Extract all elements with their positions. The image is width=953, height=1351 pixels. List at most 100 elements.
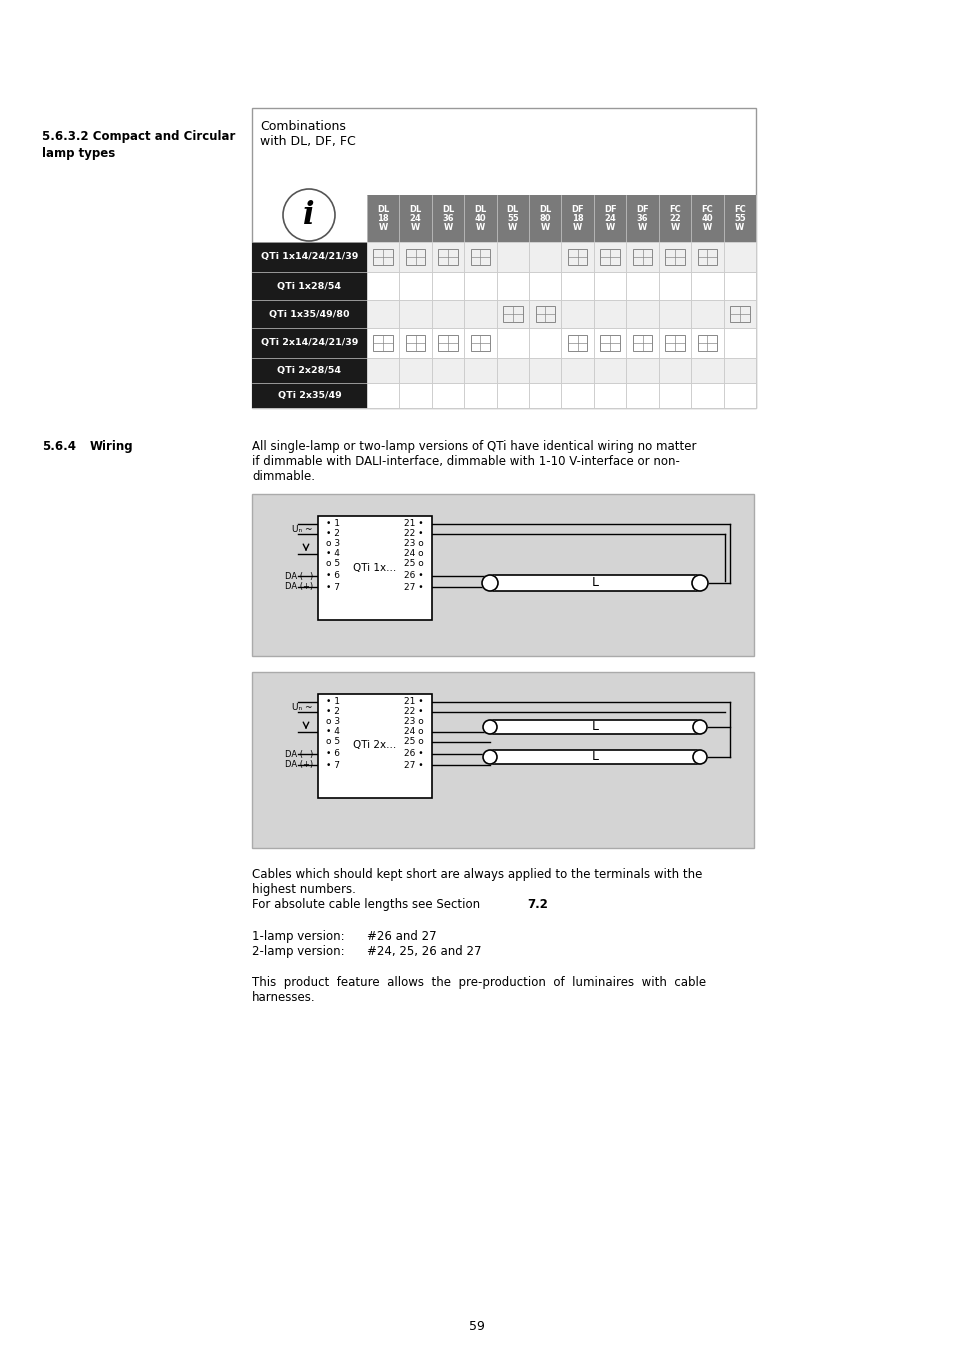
Bar <box>664 249 684 265</box>
Bar <box>659 358 690 382</box>
Text: • 4: • 4 <box>326 727 339 736</box>
Text: 18: 18 <box>571 213 583 223</box>
Text: QTi 2x35/49: QTi 2x35/49 <box>277 390 341 400</box>
Text: For absolute cable lengths see Section: For absolute cable lengths see Section <box>252 898 483 911</box>
Bar <box>567 249 587 265</box>
Text: QTi 2x14/24/21/39: QTi 2x14/24/21/39 <box>260 339 357 347</box>
Circle shape <box>692 750 706 765</box>
Bar <box>252 671 753 848</box>
Text: 1-lamp version:: 1-lamp version: <box>252 929 344 943</box>
Bar <box>252 494 753 657</box>
Bar <box>690 300 722 328</box>
Bar <box>659 382 690 408</box>
Text: FC: FC <box>700 205 713 213</box>
Bar <box>529 358 561 382</box>
Circle shape <box>692 720 706 734</box>
Bar <box>594 300 626 328</box>
Bar <box>594 328 626 358</box>
Text: W: W <box>476 223 484 232</box>
Bar <box>252 242 367 272</box>
Bar <box>722 242 755 272</box>
Text: 5.6.3.2 Compact and Circular: 5.6.3.2 Compact and Circular <box>42 130 235 143</box>
Circle shape <box>482 750 497 765</box>
Text: Uₙ ~: Uₙ ~ <box>293 524 313 534</box>
Text: 2-lamp version:: 2-lamp version: <box>252 944 344 958</box>
Circle shape <box>283 189 335 240</box>
Text: DL: DL <box>474 205 486 213</box>
Bar <box>561 358 594 382</box>
Text: DA (−): DA (−) <box>284 750 313 758</box>
Text: 24: 24 <box>603 213 616 223</box>
Text: W: W <box>411 223 420 232</box>
Bar <box>470 249 490 265</box>
Text: W: W <box>605 223 614 232</box>
Text: o 5: o 5 <box>326 559 340 569</box>
Bar <box>367 382 399 408</box>
Bar <box>729 307 749 322</box>
Bar <box>697 249 717 265</box>
Text: W: W <box>702 223 711 232</box>
Text: 18: 18 <box>377 213 389 223</box>
Text: DL: DL <box>538 205 551 213</box>
Text: 23 o: 23 o <box>404 539 423 549</box>
Bar <box>490 720 700 734</box>
Text: lamp types: lamp types <box>42 147 115 159</box>
Text: FC: FC <box>668 205 680 213</box>
Bar <box>367 300 399 328</box>
Text: • 6: • 6 <box>326 571 339 581</box>
Text: #24, 25, 26 and 27: #24, 25, 26 and 27 <box>367 944 481 958</box>
Text: Cables which should kept short are always applied to the terminals with the: Cables which should kept short are alway… <box>252 867 701 881</box>
Text: • 2: • 2 <box>326 708 339 716</box>
Bar <box>490 750 700 765</box>
Text: • 2: • 2 <box>326 530 339 539</box>
Text: o 3: o 3 <box>326 717 340 727</box>
Text: 21 •: 21 • <box>404 697 423 707</box>
Bar <box>367 358 399 382</box>
Bar <box>567 335 587 351</box>
Bar <box>599 249 619 265</box>
Bar <box>399 242 432 272</box>
Text: i: i <box>303 200 314 231</box>
Text: • 7: • 7 <box>326 761 339 770</box>
Bar <box>497 242 529 272</box>
Bar <box>464 242 497 272</box>
Bar <box>252 328 367 358</box>
Bar <box>464 358 497 382</box>
Bar <box>437 335 457 351</box>
Bar <box>373 249 393 265</box>
Bar <box>594 272 626 300</box>
Text: DL: DL <box>441 205 454 213</box>
Bar <box>432 358 464 382</box>
Bar <box>632 335 652 351</box>
Bar <box>529 382 561 408</box>
Text: All single-lamp or two-lamp versions of QTi have identical wiring no matter: All single-lamp or two-lamp versions of … <box>252 440 696 453</box>
Bar <box>432 382 464 408</box>
Circle shape <box>691 576 707 590</box>
Text: 36: 36 <box>636 213 648 223</box>
Bar <box>561 382 594 408</box>
Text: 7.2: 7.2 <box>526 898 547 911</box>
Text: o 3: o 3 <box>326 539 340 549</box>
Bar <box>252 382 367 408</box>
Bar <box>626 300 659 328</box>
Bar <box>464 328 497 358</box>
Text: 55: 55 <box>733 213 745 223</box>
Text: DF: DF <box>571 205 583 213</box>
Text: DF: DF <box>636 205 648 213</box>
Bar <box>497 300 529 328</box>
Bar <box>317 516 432 620</box>
Text: QTi 2x28/54: QTi 2x28/54 <box>277 366 341 376</box>
Text: W: W <box>443 223 452 232</box>
Bar <box>697 335 717 351</box>
Bar <box>561 242 594 272</box>
Text: • 1: • 1 <box>326 520 339 528</box>
Bar <box>464 382 497 408</box>
Text: L: L <box>591 751 598 763</box>
Bar <box>367 195 755 242</box>
Bar <box>659 300 690 328</box>
Text: 40: 40 <box>700 213 713 223</box>
Text: harnesses.: harnesses. <box>252 992 315 1004</box>
Text: 36: 36 <box>442 213 454 223</box>
Bar <box>535 307 555 322</box>
Text: W: W <box>540 223 549 232</box>
